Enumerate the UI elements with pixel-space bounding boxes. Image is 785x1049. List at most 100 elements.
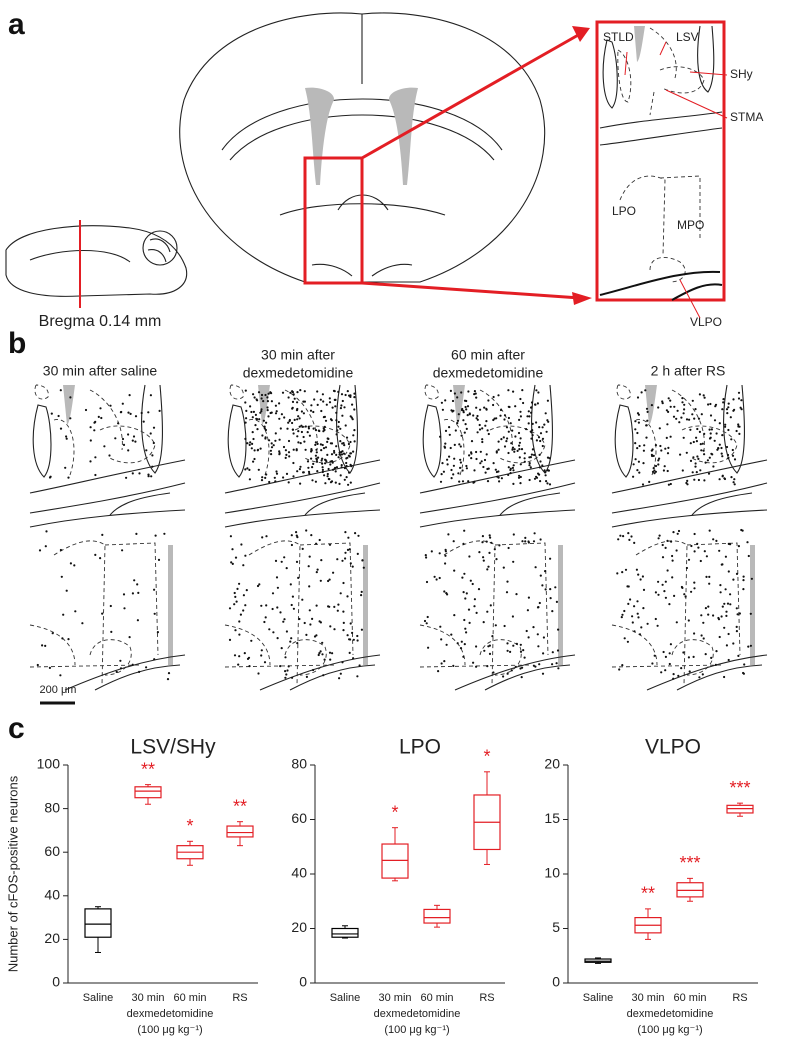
cell-dot [458, 443, 461, 446]
x-tick-label: Saline [330, 992, 361, 1004]
cell-dot [712, 614, 715, 617]
cell-dot [348, 471, 351, 474]
cell-dot [708, 456, 711, 459]
cell-dot [282, 620, 285, 623]
cell-dot [352, 657, 355, 660]
cell-dot [452, 540, 455, 543]
cell-dot [706, 459, 709, 462]
cell-dot [238, 582, 241, 585]
cell-dot [529, 456, 532, 459]
cell-dot [256, 449, 259, 452]
cell-dot [731, 448, 734, 452]
cell-dot [308, 609, 311, 612]
condition-title: 30 min after saline [43, 363, 158, 379]
cell-dot [351, 418, 354, 421]
cell-dot [730, 438, 733, 441]
cell-dot [441, 408, 444, 411]
cell-dot [341, 414, 344, 417]
cell-dot [50, 412, 53, 415]
cell-dot [274, 412, 278, 415]
cell-dot [291, 421, 294, 425]
cell-dot [507, 389, 510, 392]
cell-dot [152, 441, 155, 445]
cell-dot [274, 404, 277, 407]
cell-dot [627, 585, 630, 588]
cell-dot [521, 389, 524, 392]
cell-dot [636, 447, 639, 450]
cell-dot [463, 572, 466, 575]
cell-dot [537, 472, 540, 475]
x-tick-label: 30 min [131, 992, 164, 1004]
cell-dot [519, 482, 522, 485]
cell-dot [671, 554, 674, 558]
cell-dot [700, 413, 703, 416]
cell-dot [707, 613, 710, 616]
cell-dot [353, 396, 356, 399]
cell-dot [658, 534, 661, 537]
cell-dot [62, 613, 65, 616]
cell-dot [103, 445, 106, 448]
cell-dot [689, 442, 692, 445]
cell-dot [538, 453, 541, 456]
cell-dot [238, 620, 241, 623]
cell-dot [497, 448, 500, 451]
cell-dot [166, 678, 170, 681]
cell-dot [444, 548, 447, 551]
cell-dot [475, 645, 478, 648]
box [84, 908, 112, 938]
cell-dot [304, 425, 307, 428]
cell-dot [468, 454, 471, 457]
cell-dot [659, 444, 662, 448]
cell-dot [541, 426, 544, 429]
region-label: SHy [730, 67, 753, 81]
cell-dot [321, 641, 324, 644]
cell-dot [296, 642, 299, 645]
cell-dot [444, 554, 447, 557]
cell-dot [510, 442, 513, 445]
cell-dot [109, 604, 112, 608]
cell-dot [279, 427, 282, 430]
y-tick-label: 20 [544, 756, 560, 772]
cell-dot [680, 667, 683, 670]
cell-dot [509, 422, 512, 425]
cell-dot [695, 440, 698, 443]
cell-dot [710, 452, 713, 455]
cell-dot [720, 452, 723, 455]
cell-dot [685, 451, 688, 454]
y-tick-label: 0 [52, 974, 60, 990]
cell-dot [448, 433, 451, 436]
cell-dot [738, 432, 741, 435]
cell-dot [236, 587, 239, 590]
cell-dot [467, 390, 470, 393]
cell-dot [699, 559, 702, 563]
cell-dot [260, 479, 264, 482]
cell-dot [481, 427, 484, 430]
cell-dot [664, 596, 667, 599]
cell-dot [685, 481, 688, 485]
cell-dot [299, 442, 302, 445]
cell-dot [453, 457, 456, 460]
cell-dot [523, 452, 526, 455]
cell-dot [282, 445, 286, 449]
cell-dot [697, 546, 700, 549]
cell-dot [461, 480, 465, 483]
cell-dot [424, 554, 427, 557]
cell-dot [292, 432, 295, 435]
cell-dot [330, 453, 334, 456]
cell-dot [131, 472, 134, 475]
cell-dot [94, 553, 97, 556]
cell-dot [285, 567, 288, 570]
cell-dot [296, 470, 299, 473]
cell-dot [439, 480, 443, 483]
cell-dot [321, 653, 324, 656]
cell-dot [343, 478, 346, 481]
cell-dot [725, 614, 728, 617]
cell-dot [539, 439, 542, 443]
cell-dot [252, 393, 255, 396]
cell-dot [708, 428, 711, 431]
cell-dot [269, 449, 272, 452]
cell-dot [636, 396, 640, 399]
cell-dot [45, 530, 48, 533]
cell-dot [680, 416, 683, 419]
cell-dot [634, 458, 637, 461]
